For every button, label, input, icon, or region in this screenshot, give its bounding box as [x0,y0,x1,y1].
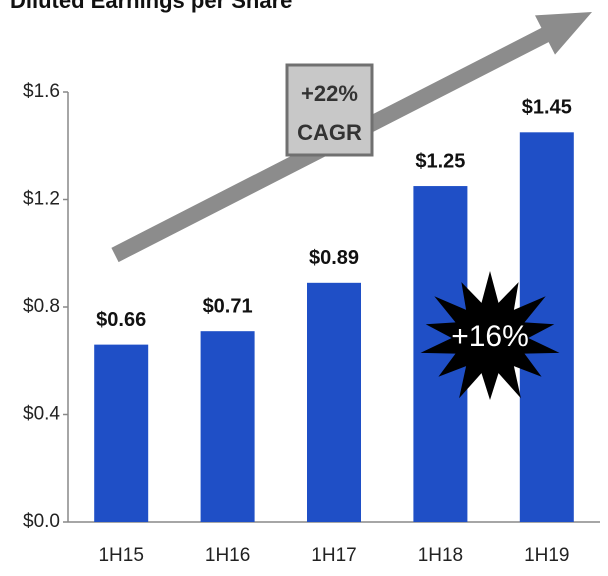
y-tick-label: $0.8 [23,296,60,317]
y-tick-label: $0.0 [23,511,60,532]
bar [200,331,255,522]
x-tick-label: 1H19 [524,545,569,566]
x-tick-label: 1H15 [98,545,143,566]
x-tick-label: 1H18 [418,545,463,566]
data-label: $0.71 [203,295,253,317]
x-tick-label: 1H16 [205,545,250,566]
x-tick-label: 1H17 [311,545,356,566]
starburst [420,271,560,400]
data-label: $1.25 [415,150,465,172]
data-label: $0.66 [96,309,146,331]
cagr-text: CAGR [297,120,362,145]
burst-label: +16% [451,320,529,353]
bar [94,344,149,522]
cagr-box [285,63,374,157]
data-label: $1.45 [522,97,572,119]
plot-area: $0.0 $0.4 $0.8 $1.2 $1.6 1H15 $0.66 1H16 $0.71 1H… [23,81,600,566]
chart-title: Diluted Earnings per Share [10,0,292,13]
y-tick-label: $0.4 [23,404,60,425]
y-tick-label: $1.6 [23,81,60,102]
bar [307,282,361,522]
y-tick-label: $1.2 [23,189,60,210]
cagr-value: +22% [301,81,358,106]
data-label: $0.89 [309,247,359,269]
